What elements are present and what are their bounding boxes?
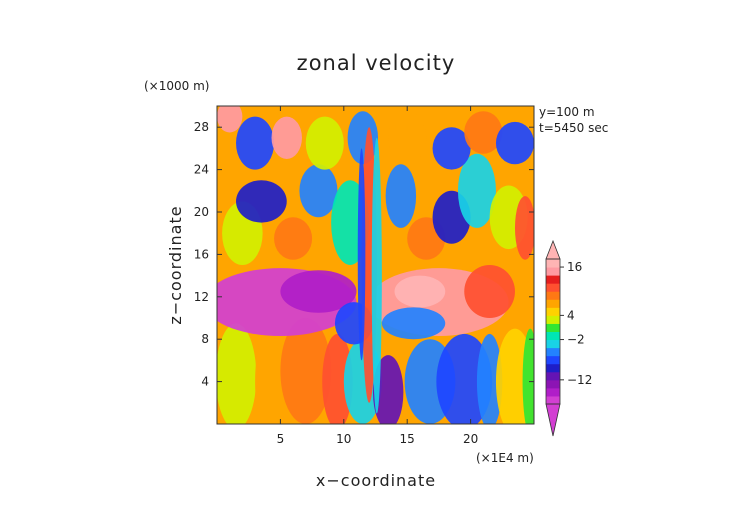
- heatmap-blob: [236, 180, 287, 223]
- colorbar-swatch: [546, 371, 560, 381]
- x-axis-label: x−coordinate: [316, 471, 436, 490]
- y-tick-label: 12: [194, 290, 209, 304]
- heatmap-blob: [280, 270, 357, 313]
- info-line-1: y=100 m: [539, 105, 595, 119]
- colorbar-frame: [545, 258, 561, 405]
- heatmap-blob: [476, 333, 503, 424]
- heatmap-blob: [280, 318, 332, 424]
- colorbar: 16 4 −2 −12: [545, 239, 592, 437]
- y-tick-label: 24: [194, 163, 209, 177]
- heatmap-blob: [357, 148, 366, 361]
- plot-frame: [216, 105, 535, 425]
- heatmap-blob: [271, 116, 302, 159]
- colorbar-swatch: [546, 355, 560, 365]
- colorbar-swatch: [546, 291, 560, 300]
- heatmap-blob: [217, 323, 257, 424]
- heatmap-blob: [371, 137, 382, 414]
- y-tick-label: 28: [194, 120, 209, 134]
- y-tick-label: 8: [201, 332, 209, 346]
- heatmap-blob: [217, 106, 243, 133]
- colorbar-swatch: [546, 395, 560, 405]
- heatmap-blob: [372, 355, 404, 424]
- colorbar-swatch: [546, 347, 560, 357]
- y-tick-label: 20: [194, 205, 209, 219]
- colorbar-swatch: [546, 331, 560, 341]
- x-tick-label: 20: [463, 432, 478, 446]
- colorbar-min-arrow: [545, 403, 561, 437]
- heatmap-blob: [514, 196, 534, 260]
- heatmap-blob: [464, 111, 503, 154]
- x-unit-label: (×1E4 m): [476, 451, 534, 465]
- heatmap-blob: [388, 111, 427, 165]
- heatmap-blob: [522, 328, 534, 424]
- colorbar-swatch: [546, 323, 560, 332]
- y-axis-label: z−coordinate: [166, 205, 185, 324]
- heatmap-blob: [299, 164, 338, 218]
- colorbar-swatch: [546, 307, 560, 316]
- colorbar-swatch: [546, 283, 560, 292]
- colorbar-swatch: [546, 299, 560, 308]
- x-axis: 5 10 15 20: [277, 106, 478, 446]
- heatmap-blob: [381, 307, 446, 340]
- colorbar-label: −2: [567, 333, 585, 347]
- x-tick-label: 15: [400, 432, 415, 446]
- heatmap-blob: [274, 217, 313, 260]
- info-line-2: t=5450 sec: [539, 121, 608, 135]
- heatmap-field: [217, 106, 534, 424]
- heatmap-blob: [255, 328, 286, 424]
- heatmap-blob: [236, 116, 275, 170]
- colorbar-swatch: [546, 387, 560, 397]
- y-tick-label: 4: [201, 375, 209, 389]
- y-axis: 4 8 12 16 20 24 28: [194, 120, 534, 389]
- colorbar-label: −12: [567, 373, 592, 387]
- heatmap-blob: [394, 275, 446, 308]
- heatmap-blob: [322, 333, 353, 424]
- x-tick-label: 5: [277, 432, 285, 446]
- colorbar-swatch: [546, 379, 560, 389]
- colorbar-swatch: [546, 315, 560, 324]
- colorbar-max-arrow: [545, 239, 561, 260]
- heatmap-blob: [432, 127, 471, 170]
- y-unit-label: (×1000 m): [144, 79, 209, 93]
- heatmap-blob: [305, 116, 344, 170]
- colorbar-swatch: [546, 259, 560, 268]
- y-tick-label: 16: [194, 247, 209, 261]
- heatmap-blob: [385, 164, 417, 228]
- colorbar-swatch: [546, 339, 560, 349]
- colorbar-label: 4: [567, 308, 575, 322]
- heatmap-blob: [464, 265, 515, 318]
- colorbar-label: 16: [567, 260, 582, 274]
- heatmap-blob: [495, 121, 534, 165]
- chart-title: zonal velocity: [297, 51, 456, 75]
- heatmap-blob: [457, 153, 496, 228]
- colorbar-swatch: [546, 363, 560, 373]
- colorbar-swatch: [546, 275, 560, 284]
- colorbar-swatch: [546, 267, 560, 276]
- x-tick-label: 10: [336, 432, 351, 446]
